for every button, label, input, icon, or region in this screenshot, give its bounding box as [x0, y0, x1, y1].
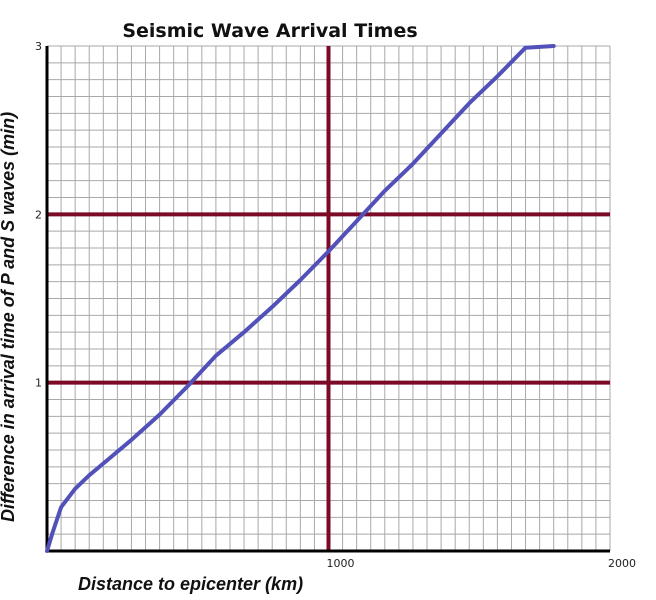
tick-labels: 1000 2000 1 2 3 — [35, 40, 636, 570]
x-axis-label: Distance to epicenter (km) — [78, 574, 303, 594]
y-tick-label: 1 — [35, 377, 42, 390]
y-tick-label: 3 — [35, 40, 42, 53]
chart-title: Seismic Wave Arrival Times — [122, 20, 417, 42]
minor-grid — [47, 45, 611, 551]
x-tick-label: 1000 — [327, 557, 355, 570]
axes — [45, 46, 610, 553]
series-layer — [45, 44, 556, 553]
major-grid — [47, 46, 610, 551]
y-tick-label: 2 — [35, 208, 42, 221]
series-line-0 — [45, 44, 556, 553]
y-axis-label: Difference in arrival time of P and S wa… — [0, 112, 18, 522]
x-tick-label: 2000 — [608, 557, 636, 570]
